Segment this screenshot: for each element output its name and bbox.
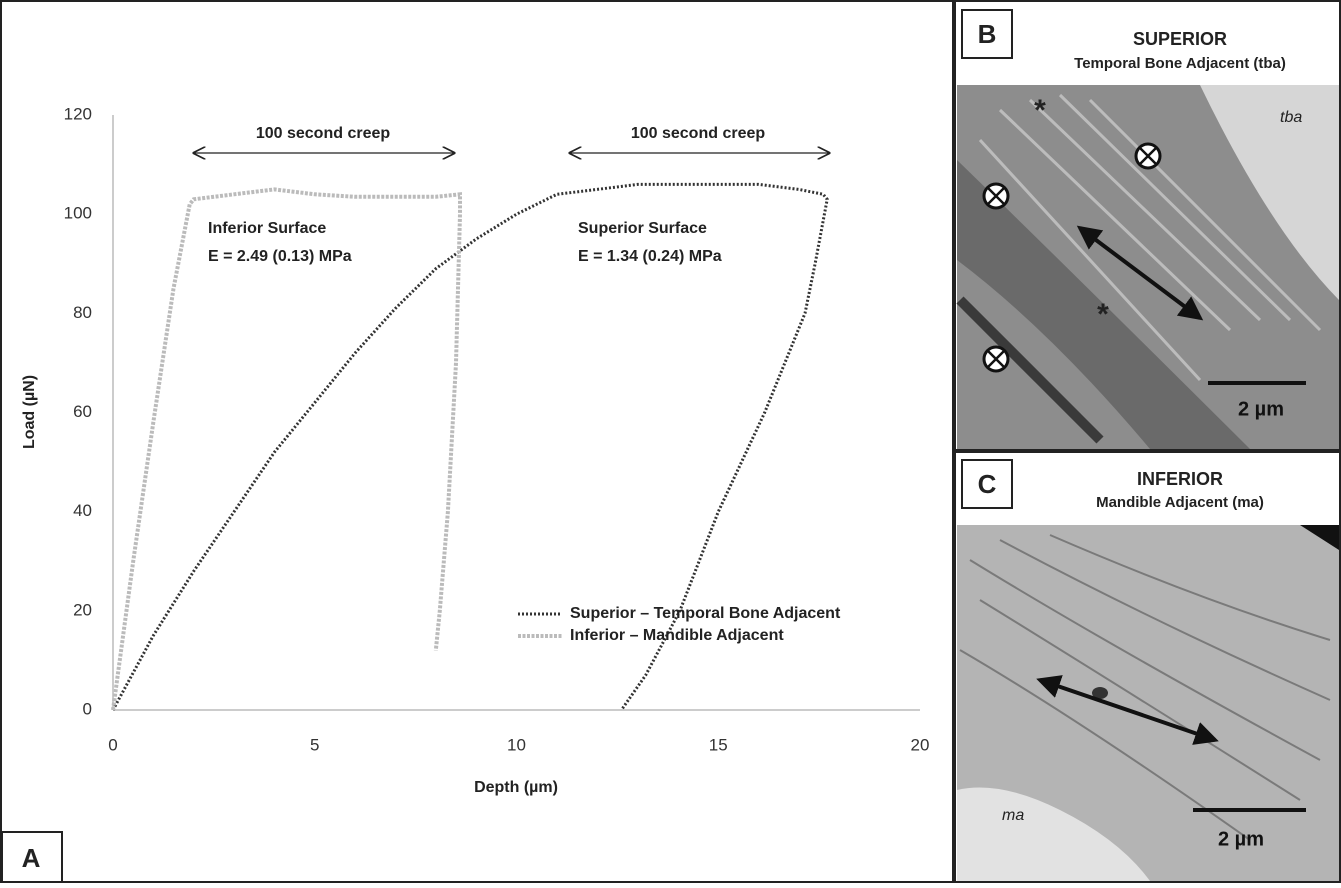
svg-text:*: * (1097, 298, 1109, 331)
legend-label: Superior – Temporal Bone Adjacent (570, 605, 841, 622)
y-tick-label: 100 (64, 204, 92, 223)
panel-a-frame (0, 0, 954, 883)
data-line (111, 187, 462, 711)
panel-subheading: Temporal Bone Adjacent (tba) (1074, 55, 1286, 72)
y-tick-label: 40 (73, 501, 92, 520)
annotation: E = 2.49 (0.13) MPa (208, 248, 352, 265)
micrograph-c (957, 525, 1339, 881)
panel-b-header (957, 3, 1339, 83)
label-box (961, 459, 1013, 509)
annotation: 100 second creep (256, 125, 391, 142)
panel-label: C (978, 469, 997, 499)
svg-text:*: * (1034, 94, 1046, 127)
region-tag: ma (1002, 807, 1024, 824)
y-tick-label: 0 (83, 699, 92, 718)
x-tick-label: 15 (709, 735, 728, 754)
panel-c-frame (954, 451, 1341, 883)
annotation: 100 second creep (631, 125, 766, 142)
label-box (961, 9, 1013, 59)
panel-label: B (978, 19, 997, 49)
region-tag: tba (1280, 109, 1302, 126)
x-tick-label: 20 (911, 735, 930, 754)
panel-b-frame (954, 0, 1341, 451)
y-axis-label: Load (µN) (21, 375, 38, 449)
x-tick-label: 10 (507, 735, 526, 754)
x-tick-label: 0 (108, 735, 117, 754)
panel-label: A (22, 843, 41, 873)
y-tick-label: 120 (64, 104, 92, 123)
label-box (1, 831, 63, 883)
scale-bar-label: 2 µm (1238, 398, 1284, 420)
y-tick-label: 20 (73, 600, 92, 619)
panel-heading: SUPERIOR (1133, 29, 1227, 49)
panel-subheading: Mandible Adjacent (ma) (1096, 494, 1264, 511)
scale-bar-label: 2 µm (1218, 828, 1264, 850)
micrograph-b: * * (956, 85, 1339, 449)
y-tick-label: 60 (73, 402, 92, 421)
panel-heading: INFERIOR (1137, 469, 1223, 489)
annotation: Superior Surface (578, 220, 707, 237)
annotation: Inferior Surface (208, 220, 326, 237)
legend-label: Inferior – Mandible Adjacent (570, 627, 784, 644)
x-axis-label: Depth (µm) (474, 779, 558, 796)
x-tick-label: 5 (310, 735, 319, 754)
y-tick-label: 80 (73, 303, 92, 322)
data-line (111, 182, 829, 711)
annotation: E = 1.34 (0.24) MPa (578, 248, 722, 265)
